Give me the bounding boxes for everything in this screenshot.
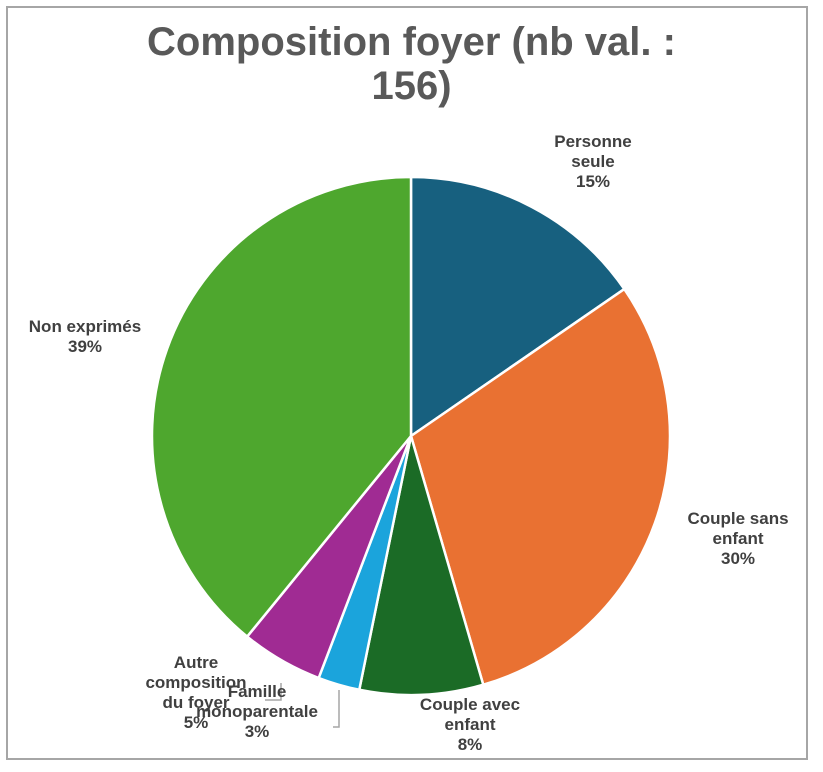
label-text-autre-composition-du-foyer: du foyer — [162, 693, 229, 712]
label-text-couple-sans-enfant: Couple sans — [687, 509, 788, 528]
label-non-exprimes: Non exprimés 39% — [29, 317, 141, 356]
chart-title: Composition foyer (nb val. : 156) — [0, 20, 823, 108]
chart-frame — [6, 6, 808, 760]
label-autre-composition-du-foyer: Autre composition du foyer 5% — [145, 653, 246, 732]
label-couple-avec-enfant: Couple avec enfant 8% — [420, 695, 520, 754]
slice-personne-seule — [409, 175, 626, 438]
leader-lines — [265, 683, 340, 728]
label-text-couple-sans-enfant: enfant — [713, 529, 764, 548]
label-text-couple-avec-enfant: Couple avec — [420, 695, 520, 714]
slice-couple-sans-enfant — [409, 287, 672, 686]
label-text-autre-composition-du-foyer: composition — [145, 673, 246, 692]
label-text-non-exprimes: Non exprimés — [29, 317, 141, 336]
leader-line-autre-composition-du-foyer — [265, 683, 282, 701]
label-text-famille-monoparentale: Famille — [228, 682, 287, 701]
label-text-autre-composition-du-foyer: Autre — [174, 653, 218, 672]
label-couple-sans-enfant: Couple sans enfant 30% — [687, 509, 788, 568]
label-famille-monoparentale: Famille monoparentale 3% — [196, 682, 318, 741]
label-text-famille-monoparentale: monoparentale — [196, 702, 318, 721]
label-text-personne-seule: seule — [571, 152, 614, 171]
label-text-personne-seule: Personne — [554, 132, 631, 151]
label-percent-famille-monoparentale: 3% — [245, 722, 270, 741]
label-percent-couple-sans-enfant: 30% — [721, 549, 755, 568]
pie-slices — [150, 175, 672, 697]
label-percent-personne-seule: 15% — [576, 172, 610, 191]
label-text-couple-avec-enfant: enfant — [445, 715, 496, 734]
slice-labels: Personne seule 15%Couple sans enfant 30%Coup… — [29, 132, 789, 754]
label-personne-seule: Personne seule 15% — [554, 132, 631, 191]
label-percent-couple-avec-enfant: 8% — [458, 735, 483, 754]
chart-title-line-1: Composition foyer (nb val. : — [147, 20, 676, 64]
slice-couple-avec-enfant — [358, 434, 485, 697]
label-percent-non-exprimes: 39% — [68, 337, 102, 356]
chart-title-line-2: 156) — [371, 64, 452, 108]
slice-non-exprimes — [150, 175, 413, 638]
label-percent-autre-composition-du-foyer: 5% — [184, 713, 209, 732]
leader-line-famille-monoparentale — [333, 690, 340, 728]
